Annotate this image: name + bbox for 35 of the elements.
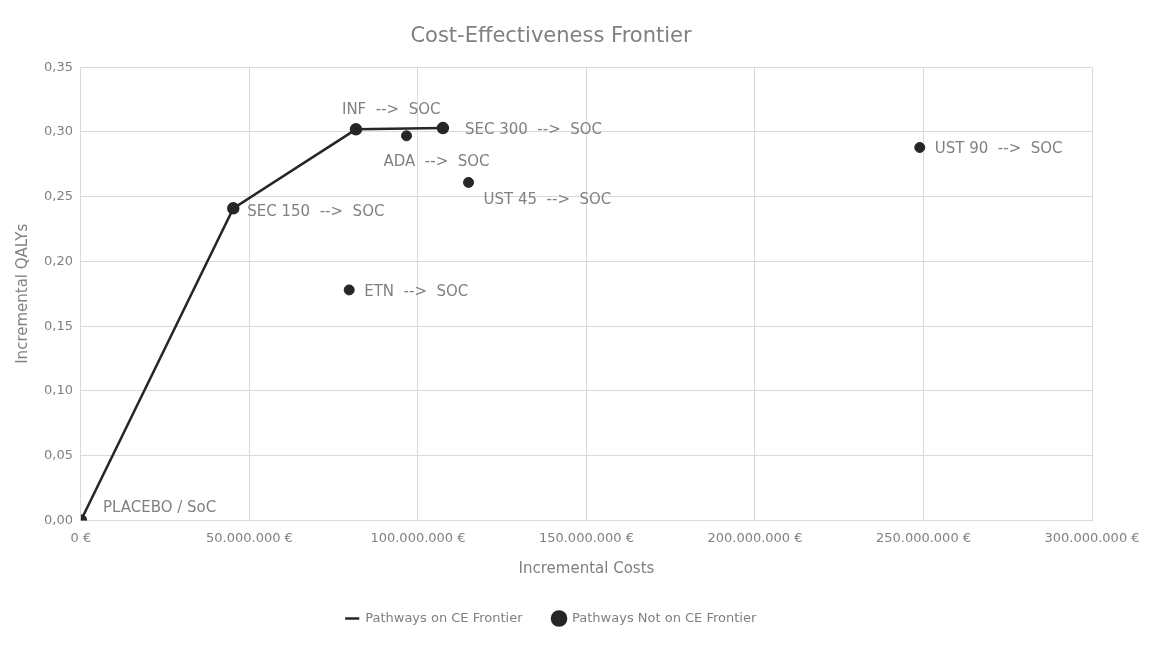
x-tick-label: 100.000.000 € bbox=[370, 529, 466, 545]
annotation: ETN --> SOC bbox=[364, 281, 469, 300]
annotation: SEC 300 --> SOC bbox=[464, 119, 603, 138]
legend-label: Pathways Not on CE Frontier bbox=[572, 609, 757, 625]
annotation: INF --> SOC bbox=[341, 100, 441, 119]
y-tick-label: 0,10 bbox=[43, 382, 73, 398]
x-tick-label: 150.000.000 € bbox=[538, 529, 635, 545]
y-tick-label: 0,20 bbox=[43, 252, 73, 268]
x-tick-label: 0 € bbox=[70, 529, 92, 545]
x-tick-label: 50.000.000 € bbox=[206, 529, 293, 545]
y-axis-title: Incremental QALYs bbox=[12, 223, 31, 364]
chart-title: Cost-Effectiveness Frontier bbox=[410, 23, 692, 48]
point bbox=[463, 176, 475, 188]
y-tick-label: 0,15 bbox=[43, 317, 73, 333]
annotation: UST 90 --> SOC bbox=[934, 139, 1063, 158]
annotation: ADA --> SOC bbox=[383, 151, 490, 170]
x-tick-label: 250.000.000 € bbox=[875, 529, 972, 545]
point bbox=[914, 141, 926, 153]
x-axis-title: Incremental Costs bbox=[518, 558, 655, 577]
x-tick-label: 300.000.000 € bbox=[1044, 529, 1140, 545]
legend-label: Pathways on CE Frontier bbox=[365, 609, 524, 625]
y-tick-label: 0,35 bbox=[43, 58, 73, 74]
y-tick-label: 0,25 bbox=[43, 188, 73, 204]
y-tick-label: 0,05 bbox=[43, 447, 73, 463]
x-tick-label: 200.000.000 € bbox=[707, 529, 803, 545]
point bbox=[349, 123, 363, 136]
point bbox=[343, 284, 355, 296]
point bbox=[227, 202, 240, 215]
annotation: SEC 150 --> SOC bbox=[247, 202, 385, 221]
annotation: PLACEBO / SoC bbox=[102, 498, 217, 517]
y-tick-label: 0,30 bbox=[43, 123, 73, 139]
point bbox=[401, 130, 413, 142]
point bbox=[436, 121, 450, 135]
y-tick-label: 0,00 bbox=[43, 511, 73, 527]
annotation: UST 45 --> SOC bbox=[483, 190, 612, 209]
